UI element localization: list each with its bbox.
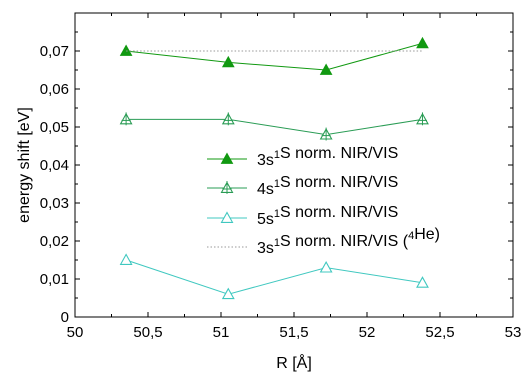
- data-point-s5: [416, 276, 429, 288]
- y-tick-label: 0,05: [40, 119, 69, 136]
- x-tick-label: 51: [213, 324, 230, 341]
- y-axis-title: energy shift [eV]: [16, 107, 33, 223]
- x-axis-title: R [Å]: [276, 353, 312, 372]
- legend-label: 5s1S norm. NIR/VIS: [257, 204, 398, 228]
- y-tick-label: 0,03: [40, 195, 69, 212]
- series-s5: [119, 253, 429, 300]
- legend-marker: [220, 211, 234, 223]
- data-point-s5: [119, 253, 133, 265]
- legend-marker: [220, 181, 234, 194]
- legend-marker: [220, 152, 234, 164]
- series-line-s3: [126, 42, 423, 71]
- x-tick-label: 52: [359, 324, 376, 341]
- series-line-s4: [126, 118, 423, 136]
- data-point-s4: [119, 112, 133, 126]
- x-tick-label: 53: [505, 324, 522, 341]
- plot-area: [74, 12, 514, 318]
- series-s3: [119, 36, 429, 75]
- data-point-s5: [319, 260, 333, 273]
- data-point-s3: [319, 63, 333, 75]
- series-s4: [119, 112, 429, 141]
- y-tick-label: 0,01: [40, 271, 69, 288]
- series-layer: [119, 36, 429, 300]
- x-tick-label: 51,5: [279, 324, 308, 341]
- data-point-s4: [319, 127, 333, 141]
- legend-item-s5: 5s1S norm. NIR/VIS: [207, 204, 398, 228]
- data-point-s4: [221, 112, 235, 126]
- legend-label: 3s1S norm. NIR/VIS (4He): [257, 226, 440, 257]
- y-tick-label: 0,04: [40, 157, 69, 174]
- legend: 3s1S norm. NIR/VIS 4s1S norm. NIR/VIS 5s1S…: [207, 145, 440, 257]
- legend-label: 4s1S norm. NIR/VIS: [257, 174, 398, 198]
- x-tick-label: 50,5: [133, 324, 162, 341]
- y-tick-label: 0,02: [40, 233, 69, 250]
- legend-item-s3: 3s1S norm. NIR/VIS: [207, 145, 398, 169]
- y-tick-label: 0,06: [40, 81, 69, 98]
- data-point-s3: [221, 55, 235, 68]
- x-axis: 50 50,5 51 51,5 52 52,5 53: [67, 13, 522, 341]
- data-point-s5: [221, 287, 235, 300]
- legend-label: 3s1S norm. NIR/VIS: [257, 145, 398, 169]
- y-tick-label: 0: [61, 309, 69, 326]
- data-point-s3: [416, 36, 429, 49]
- x-tick-label: 50: [67, 324, 84, 341]
- y-tick-label: 0,07: [40, 43, 69, 60]
- data-point-s4: [416, 112, 429, 126]
- series-line-s5: [125, 259, 423, 295]
- data-point-s3: [119, 44, 133, 56]
- x-tick-label: 52,5: [425, 324, 454, 341]
- legend-item-s4: 4s1S norm. NIR/VIS: [207, 174, 398, 198]
- legend-item-he4: 3s1S norm. NIR/VIS (4He): [207, 226, 440, 257]
- y-axis: 0 0,01 0,02 0,03 0,04 0,05 0,06 0,07: [40, 31, 513, 326]
